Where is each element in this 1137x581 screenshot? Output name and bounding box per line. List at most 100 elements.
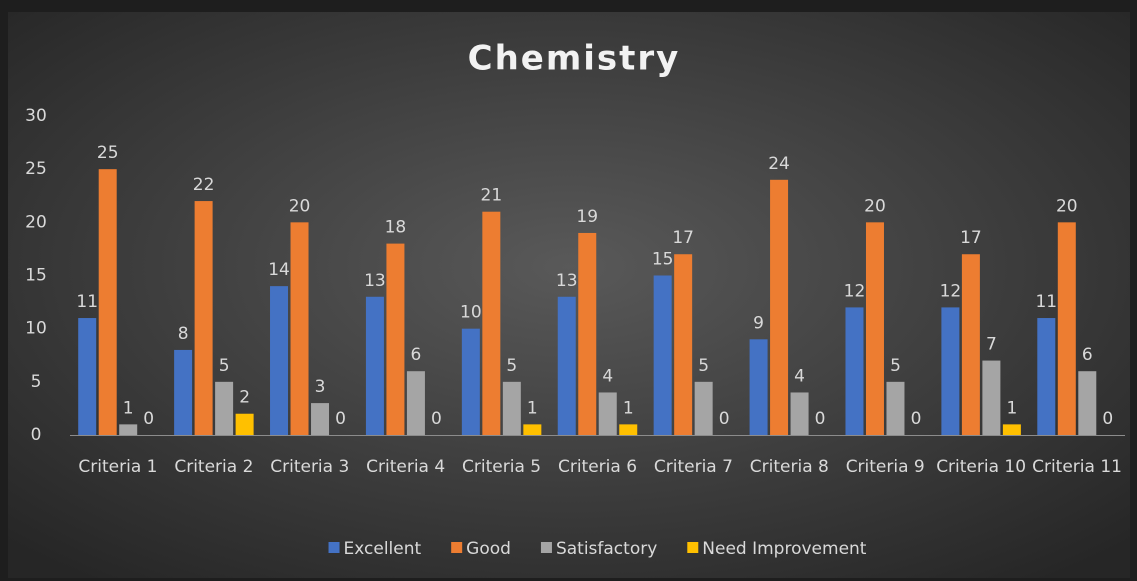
data-label: 1 bbox=[123, 398, 134, 418]
data-label: 2 bbox=[239, 388, 250, 408]
bar bbox=[961, 254, 980, 435]
bar bbox=[523, 424, 542, 435]
legend-label: Excellent bbox=[344, 539, 422, 559]
bar bbox=[119, 424, 138, 435]
bar bbox=[674, 254, 693, 435]
data-label: 1 bbox=[623, 398, 634, 418]
bar bbox=[174, 349, 193, 435]
x-tick-label: Criteria 8 bbox=[750, 457, 829, 477]
x-tick-label: Criteria 9 bbox=[846, 457, 925, 477]
data-label: 25 bbox=[97, 143, 119, 163]
data-label: 6 bbox=[1082, 345, 1093, 365]
bar bbox=[845, 307, 864, 435]
bar bbox=[406, 371, 425, 435]
data-label: 4 bbox=[794, 366, 805, 386]
legend: Excellent Good Satisfactory Need Improvemen… bbox=[328, 539, 867, 559]
legend-label: Satisfactory bbox=[556, 539, 657, 559]
data-label: 20 bbox=[864, 196, 886, 216]
bar bbox=[598, 392, 617, 435]
bar bbox=[865, 222, 884, 435]
data-label: 17 bbox=[672, 228, 694, 248]
data-label: 4 bbox=[602, 366, 613, 386]
bar bbox=[1037, 318, 1056, 435]
bar bbox=[311, 403, 330, 435]
data-label: 18 bbox=[385, 218, 407, 238]
x-tick-label: Criteria 5 bbox=[462, 457, 541, 477]
bar bbox=[790, 392, 809, 435]
data-label: 0 bbox=[143, 409, 154, 429]
bar bbox=[270, 286, 289, 435]
data-label: 6 bbox=[411, 345, 422, 365]
data-label: 22 bbox=[193, 175, 215, 195]
x-tick-label: Criteria 7 bbox=[654, 457, 733, 477]
bar bbox=[482, 211, 501, 435]
bar bbox=[502, 381, 521, 435]
data-label: 0 bbox=[1102, 409, 1113, 429]
bar bbox=[194, 201, 213, 435]
data-label: 13 bbox=[364, 271, 386, 291]
data-label: 5 bbox=[219, 356, 230, 376]
bar bbox=[982, 360, 1001, 435]
bar bbox=[619, 424, 638, 435]
y-tick-label: 10 bbox=[25, 319, 47, 339]
data-label: 11 bbox=[1035, 292, 1057, 312]
data-label: 0 bbox=[335, 409, 346, 429]
data-label: 9 bbox=[753, 313, 764, 333]
legend-label: Need Improvement bbox=[702, 539, 867, 559]
x-tick-label: Criteria 2 bbox=[174, 457, 253, 477]
bar bbox=[1002, 424, 1021, 435]
legend-swatch bbox=[451, 542, 463, 553]
y-tick-label: 30 bbox=[25, 106, 47, 126]
legend-swatch bbox=[328, 542, 340, 553]
x-tick-label: Criteria 1 bbox=[78, 457, 157, 477]
data-label: 19 bbox=[576, 207, 598, 227]
data-label: 10 bbox=[460, 303, 482, 323]
bar bbox=[215, 381, 234, 435]
bar bbox=[98, 169, 117, 435]
data-label: 11 bbox=[76, 292, 98, 312]
y-tick-label: 5 bbox=[31, 372, 42, 392]
data-label: 13 bbox=[556, 271, 578, 291]
bar bbox=[941, 307, 960, 435]
chart-background bbox=[8, 12, 1130, 578]
legend-swatch bbox=[540, 542, 552, 553]
x-tick-label: Criteria 3 bbox=[270, 457, 349, 477]
y-tick-label: 20 bbox=[25, 212, 47, 232]
y-tick-label: 0 bbox=[31, 425, 42, 445]
x-tick-label: Criteria 6 bbox=[558, 457, 637, 477]
data-label: 20 bbox=[289, 196, 311, 216]
data-label: 12 bbox=[940, 281, 962, 301]
bar bbox=[578, 232, 597, 435]
bar bbox=[1078, 371, 1097, 435]
data-label: 1 bbox=[1006, 398, 1017, 418]
bar bbox=[290, 222, 309, 435]
bar bbox=[1057, 222, 1076, 435]
bar bbox=[694, 381, 713, 435]
bar bbox=[770, 179, 789, 435]
bar bbox=[749, 339, 768, 435]
data-label: 0 bbox=[815, 409, 826, 429]
y-tick-label: 25 bbox=[25, 159, 47, 179]
data-label: 14 bbox=[268, 260, 290, 280]
data-label: 24 bbox=[768, 154, 790, 174]
y-tick-label: 15 bbox=[25, 266, 47, 286]
bar bbox=[235, 413, 254, 435]
data-label: 0 bbox=[719, 409, 730, 429]
bar bbox=[461, 328, 480, 435]
bar bbox=[886, 381, 905, 435]
bar bbox=[557, 296, 576, 435]
legend-label: Good bbox=[466, 539, 511, 559]
data-label: 15 bbox=[652, 250, 674, 270]
data-label: 17 bbox=[960, 228, 982, 248]
bar bbox=[653, 275, 672, 435]
bar bbox=[365, 296, 384, 435]
bar bbox=[78, 318, 97, 435]
x-tick-label: Criteria 4 bbox=[366, 457, 445, 477]
data-label: 7 bbox=[986, 335, 997, 355]
data-label: 8 bbox=[178, 324, 189, 344]
data-label: 5 bbox=[698, 356, 709, 376]
data-label: 21 bbox=[481, 186, 503, 206]
data-label: 0 bbox=[911, 409, 922, 429]
